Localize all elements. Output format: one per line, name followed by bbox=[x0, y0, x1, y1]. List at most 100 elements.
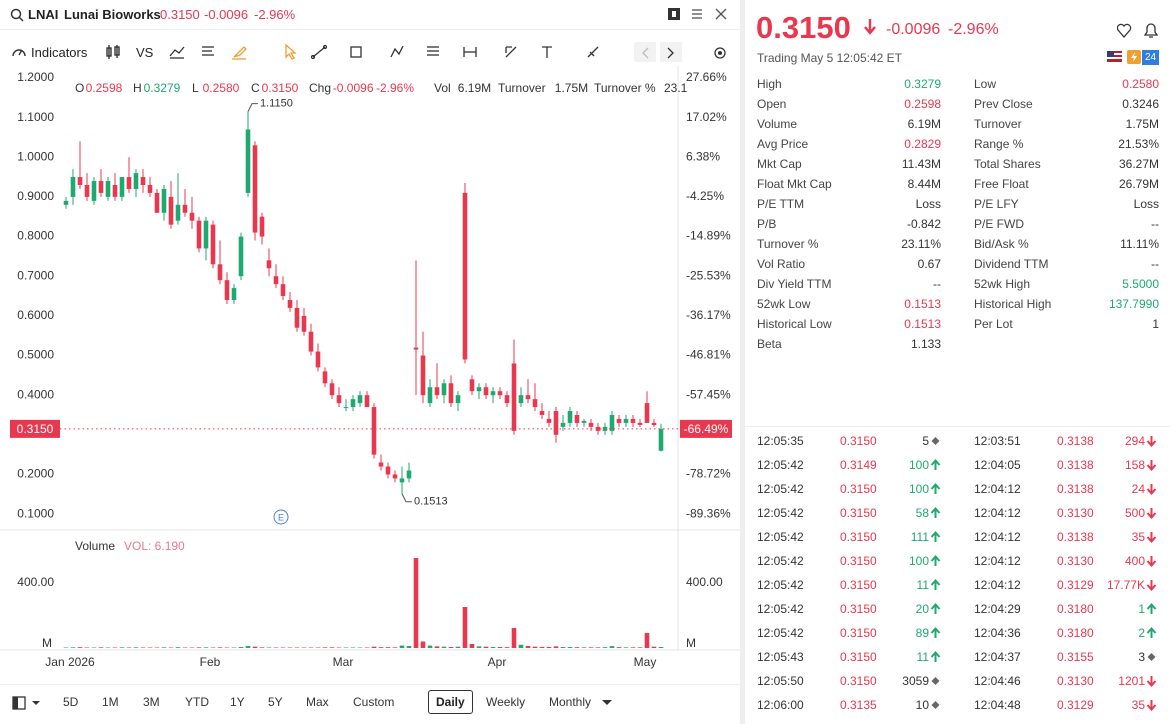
stat-value: 21.53% bbox=[1118, 137, 1159, 151]
stat-value: Loss bbox=[915, 197, 941, 211]
volume-bar bbox=[217, 647, 223, 648]
info-key: Chg bbox=[309, 81, 332, 95]
y-tick-label: 1.2000 bbox=[17, 70, 54, 84]
volume-bar bbox=[595, 647, 601, 648]
layout-toggle[interactable] bbox=[12, 696, 42, 712]
volume-bar bbox=[378, 647, 384, 648]
trade-volume: 3059 bbox=[902, 674, 929, 688]
candle-body bbox=[245, 129, 251, 193]
x-tick-label: Apr bbox=[488, 655, 507, 669]
range-button[interactable]: 3M bbox=[143, 695, 160, 709]
stat-value: -0.842 bbox=[906, 217, 941, 231]
y-tick-label: 1.0000 bbox=[17, 149, 54, 163]
candle-body bbox=[70, 177, 76, 197]
y2-tick-label: -57.45% bbox=[686, 387, 731, 401]
range-button[interactable]: 5D bbox=[63, 695, 79, 709]
volume-title: Volume bbox=[75, 539, 115, 553]
candle-body bbox=[98, 181, 104, 193]
trade-time: 12:04:37 bbox=[974, 650, 1021, 664]
trade-direction bbox=[930, 555, 941, 566]
trade-direction bbox=[1147, 653, 1156, 661]
candle-body bbox=[532, 399, 538, 408]
y2-tick-label: 6.38% bbox=[686, 149, 720, 163]
trade-direction bbox=[1146, 484, 1157, 495]
volume-bar bbox=[504, 647, 510, 648]
volume-bar bbox=[133, 647, 139, 648]
bottom-bar bbox=[0, 684, 740, 724]
compare-button[interactable]: VS bbox=[136, 45, 154, 60]
range-button[interactable]: Custom bbox=[353, 695, 395, 709]
stat-label: Dividend TTM bbox=[974, 257, 1049, 271]
low-annotation: 0.1513 bbox=[414, 496, 448, 508]
range-button[interactable]: YTD bbox=[185, 695, 209, 709]
candle-body bbox=[399, 478, 405, 483]
candle-body bbox=[364, 395, 370, 408]
info-value: 0.2580 bbox=[202, 81, 240, 95]
candle-body bbox=[308, 331, 314, 352]
quote-actions[interactable] bbox=[1117, 22, 1162, 40]
y2-tick-label: -4.25% bbox=[686, 189, 724, 203]
trade-volume: 1 bbox=[1138, 602, 1145, 616]
candle-icon[interactable] bbox=[105, 44, 121, 60]
trade-direction bbox=[1146, 460, 1157, 471]
indicators-icon[interactable] bbox=[11, 44, 27, 58]
search-icon[interactable] bbox=[10, 8, 24, 22]
volume-bar bbox=[490, 647, 496, 648]
candle-body bbox=[567, 411, 573, 423]
trade-direction bbox=[1146, 676, 1157, 687]
candle-body bbox=[616, 418, 622, 423]
window-icons[interactable] bbox=[668, 7, 730, 23]
info-value: 0.3150 bbox=[261, 81, 299, 95]
period-button[interactable]: Daily bbox=[428, 690, 473, 714]
stat-label: Free Float bbox=[974, 177, 1029, 191]
stat-value: 0.2580 bbox=[1122, 77, 1159, 91]
range-button[interactable]: Max bbox=[306, 695, 329, 709]
period-dropdown[interactable] bbox=[601, 698, 613, 708]
y-tick-label: 1.1000 bbox=[17, 110, 54, 124]
volume-bar bbox=[98, 647, 104, 648]
trade-direction bbox=[930, 603, 941, 614]
info-key: O bbox=[75, 81, 85, 95]
candle-body bbox=[84, 184, 90, 197]
candle-body bbox=[420, 355, 426, 396]
volume-bar bbox=[413, 558, 419, 648]
trade-direction bbox=[1146, 603, 1157, 614]
trade-direction bbox=[931, 437, 940, 445]
candle-body bbox=[182, 204, 188, 213]
volume-bar bbox=[637, 647, 643, 648]
range-button[interactable]: 5Y bbox=[268, 695, 283, 709]
volume-bar bbox=[441, 646, 447, 648]
volume-bar bbox=[525, 646, 531, 648]
trade-volume: 100 bbox=[908, 482, 929, 496]
candle-body bbox=[574, 414, 580, 423]
trade-direction bbox=[930, 651, 941, 662]
stat-value: 1.75M bbox=[1125, 117, 1159, 131]
volume-bar bbox=[658, 646, 664, 648]
period-button[interactable]: Monthly bbox=[549, 695, 592, 709]
volume-bar bbox=[630, 647, 636, 648]
stat-value: 36.27M bbox=[1118, 157, 1159, 171]
y2-tick-label: 27.66% bbox=[686, 70, 727, 84]
info-key: H bbox=[133, 81, 142, 95]
drawing-tools[interactable] bbox=[168, 42, 738, 62]
volume-bar bbox=[483, 646, 489, 648]
stat-value: 137.7990 bbox=[1108, 297, 1159, 311]
period-button[interactable]: Weekly bbox=[486, 695, 526, 709]
trade-price: 0.3150 bbox=[840, 434, 877, 448]
trade-time: 12:04:12 bbox=[974, 578, 1021, 592]
candle-body bbox=[651, 422, 657, 426]
quote-price: 0.3150 bbox=[756, 10, 851, 45]
indicators-button[interactable]: Indicators bbox=[31, 45, 88, 60]
volume-bar bbox=[539, 646, 545, 648]
event-marker[interactable] bbox=[273, 509, 289, 525]
range-button[interactable]: 1M bbox=[102, 695, 119, 709]
volume-bar bbox=[329, 647, 335, 648]
range-button[interactable]: 1Y bbox=[230, 695, 245, 709]
trade-volume: 24 bbox=[1131, 482, 1145, 496]
trade-price: 0.3130 bbox=[1057, 506, 1094, 520]
candle-body bbox=[217, 264, 223, 281]
candle-body bbox=[385, 466, 391, 475]
candle-body bbox=[112, 184, 118, 197]
trade-price: 0.3150 bbox=[840, 506, 877, 520]
candle-body bbox=[588, 422, 594, 427]
